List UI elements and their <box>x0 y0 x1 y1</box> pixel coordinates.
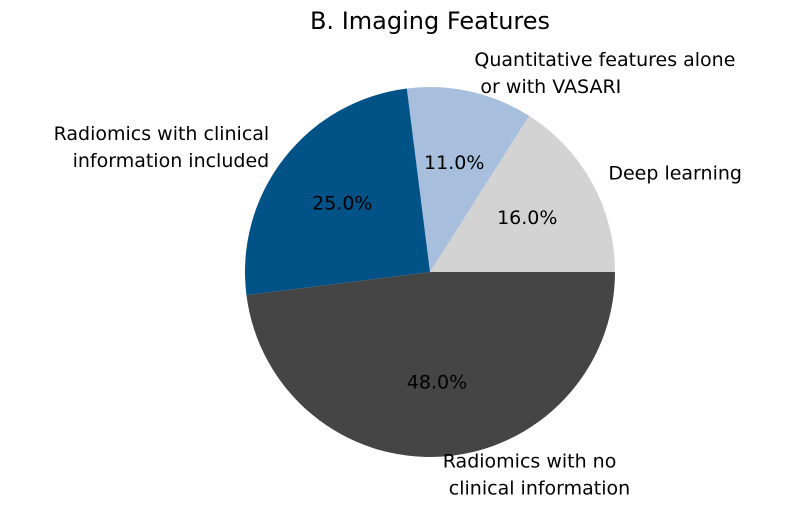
slice-label: Radiomics with clinical information inclu… <box>54 122 270 171</box>
value-label: 11.0% <box>424 152 484 174</box>
value-label: 16.0% <box>497 207 557 229</box>
slice-label: Deep learning <box>608 162 742 184</box>
slice-label: Radiomics with no clinical information <box>443 450 630 499</box>
pie-slice <box>246 272 615 458</box>
pie-slice <box>245 88 430 296</box>
value-label: 48.0% <box>407 371 467 393</box>
pie-slice <box>406 87 530 272</box>
chart-title: B. Imaging Features <box>310 7 550 35</box>
slice-label: Quantitative features alone or with VASA… <box>474 48 735 97</box>
value-label: 25.0% <box>312 192 372 214</box>
pie-slice <box>430 115 615 272</box>
